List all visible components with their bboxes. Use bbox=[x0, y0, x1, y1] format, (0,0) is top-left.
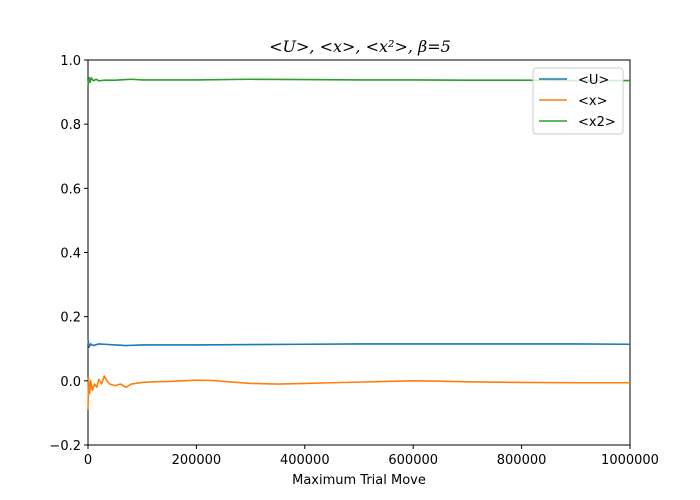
y-tick-label: 0.6 bbox=[60, 182, 81, 197]
legend: <U> <x> <x2> bbox=[532, 67, 624, 135]
legend-label: <x2> bbox=[578, 115, 616, 130]
x-tick-label: 1000000 bbox=[601, 453, 659, 468]
y-axis-ticks: −0.2 0.0 0.2 0.4 0.6 0.8 1.0 bbox=[49, 54, 88, 454]
chart-title: <U>, <x>, <x²>, β=5 bbox=[269, 37, 451, 56]
series-line-0 bbox=[87, 339, 631, 348]
x-tick-label: 800000 bbox=[497, 453, 547, 468]
series-group bbox=[87, 76, 631, 410]
legend-box bbox=[532, 67, 624, 135]
y-tick-label: 0.2 bbox=[60, 311, 81, 326]
series-line-1 bbox=[87, 375, 630, 410]
y-tick-label: 0.8 bbox=[60, 118, 81, 133]
x-tick-label: 600000 bbox=[388, 453, 438, 468]
series-line-2 bbox=[87, 76, 630, 86]
x-tick-label: 400000 bbox=[280, 453, 330, 468]
legend-label: <x> bbox=[578, 94, 607, 109]
x-tick-label: 200000 bbox=[172, 453, 222, 468]
x-axis-label: Maximum Trial Move bbox=[292, 473, 426, 488]
y-tick-label: −0.2 bbox=[49, 439, 81, 454]
plot-area: 0 200000 400000 600000 800000 1000000 −0.2 0.0… bbox=[49, 54, 659, 468]
y-tick-label: 0.4 bbox=[60, 247, 81, 262]
x-axis-ticks: 0 200000 400000 600000 800000 1000000 bbox=[84, 445, 659, 468]
legend-label: <U> bbox=[578, 73, 609, 88]
x-tick-label: 0 bbox=[84, 453, 92, 468]
legend-items: <U> <x> <x2> bbox=[539, 73, 616, 130]
y-tick-label: 1.0 bbox=[60, 54, 81, 69]
y-tick-label: 0.0 bbox=[60, 375, 81, 390]
